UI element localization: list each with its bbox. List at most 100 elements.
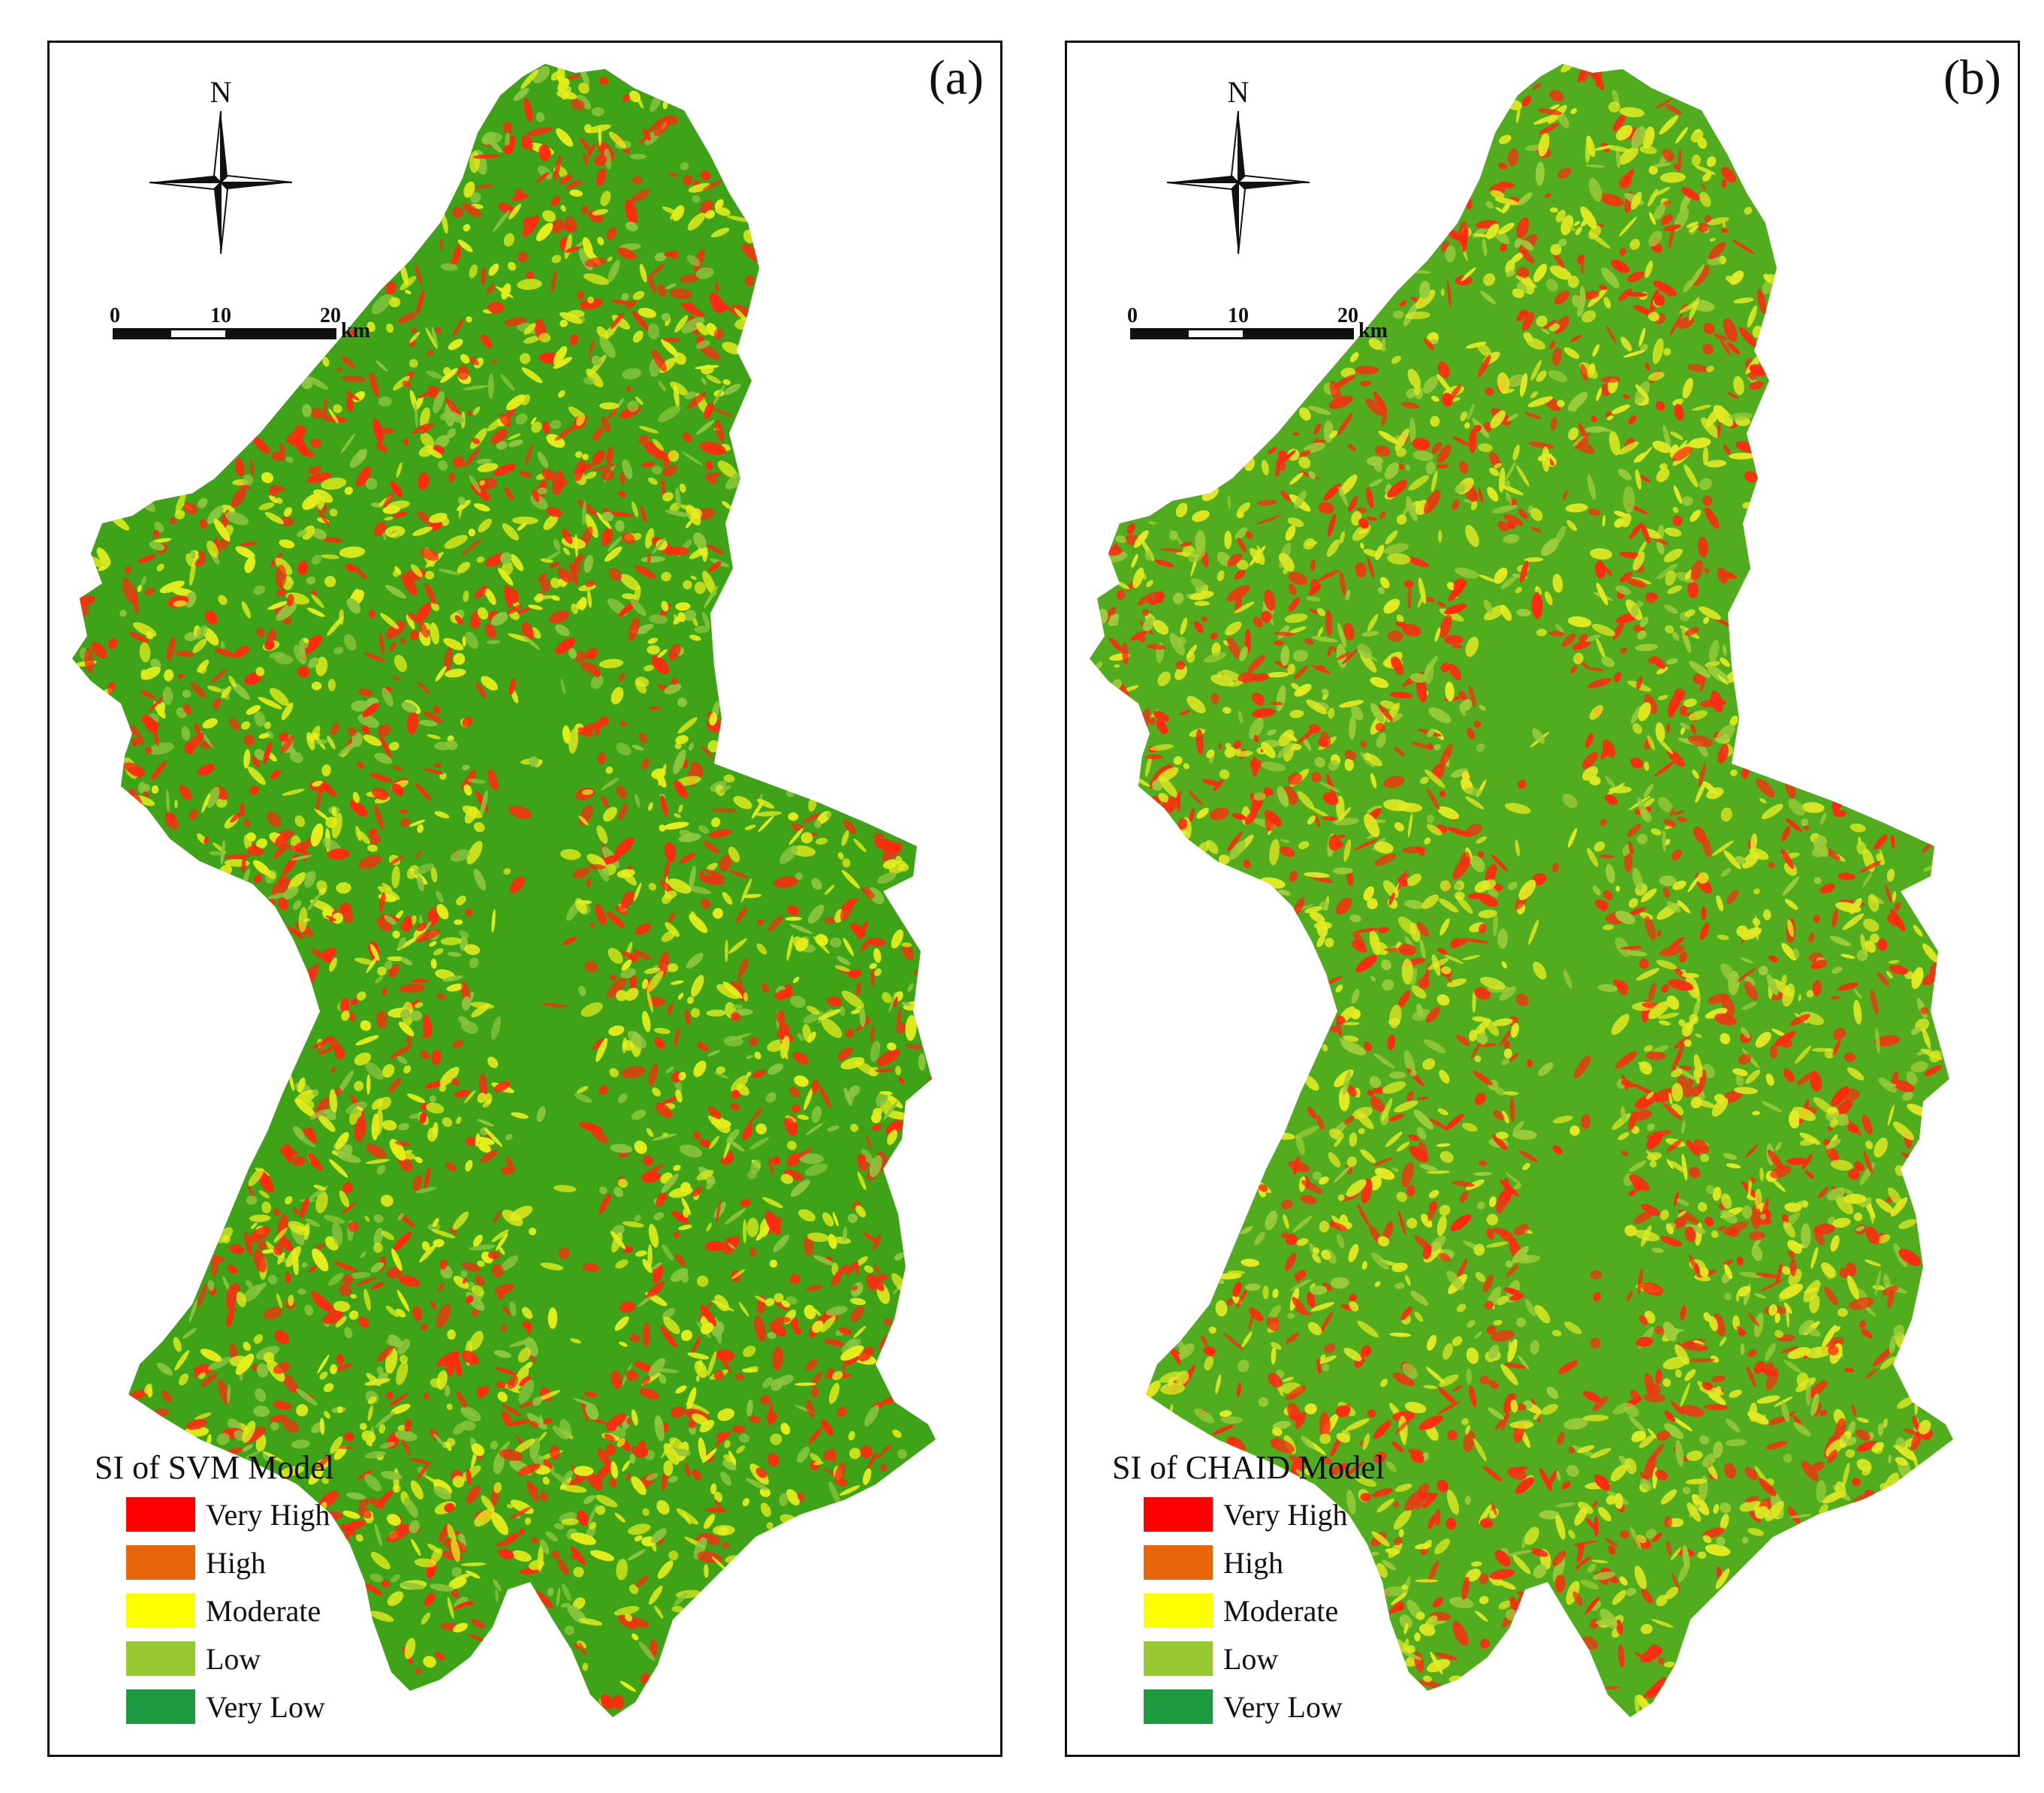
susceptibility-speck	[612, 1695, 625, 1710]
susceptibility-speck	[682, 451, 703, 466]
susceptibility-speck	[461, 538, 482, 556]
susceptibility-speck	[634, 585, 641, 603]
susceptibility-speck	[594, 670, 601, 678]
susceptibility-speck	[322, 357, 330, 367]
susceptibility-speck	[444, 535, 468, 550]
susceptibility-speck	[279, 1466, 305, 1477]
susceptibility-speck	[346, 598, 361, 614]
susceptibility-speck	[236, 1291, 246, 1307]
susceptibility-speck	[729, 304, 750, 317]
susceptibility-speck	[388, 742, 399, 751]
susceptibility-speck	[826, 811, 832, 818]
susceptibility-speck	[1562, 793, 1578, 809]
susceptibility-speck	[708, 829, 732, 839]
susceptibility-speck	[712, 1115, 731, 1134]
susceptibility-speck	[699, 441, 726, 455]
susceptibility-speck	[425, 583, 436, 603]
susceptibility-speck	[802, 812, 821, 824]
susceptibility-speck	[152, 538, 172, 543]
susceptibility-speck	[281, 735, 294, 753]
susceptibility-speck	[241, 601, 252, 619]
susceptibility-speck	[487, 285, 495, 294]
susceptibility-speck	[1387, 630, 1403, 642]
susceptibility-speck	[518, 1379, 535, 1404]
susceptibility-speck	[730, 981, 748, 1002]
susceptibility-speck	[655, 1102, 673, 1119]
susceptibility-speck	[553, 345, 568, 365]
susceptibility-speck	[532, 1397, 542, 1406]
susceptibility-speck	[388, 1077, 402, 1093]
susceptibility-speck	[283, 507, 293, 517]
susceptibility-speck	[788, 827, 803, 845]
susceptibility-speck	[367, 844, 378, 852]
susceptibility-speck	[469, 264, 478, 279]
susceptibility-speck	[433, 1486, 452, 1500]
susceptibility-speck	[1472, 1016, 1487, 1022]
susceptibility-speck	[369, 372, 379, 397]
susceptibility-speck	[243, 474, 253, 486]
susceptibility-speck	[592, 1038, 604, 1050]
susceptibility-speck	[638, 134, 651, 145]
susceptibility-speck	[415, 1156, 423, 1164]
susceptibility-speck	[278, 874, 285, 887]
susceptibility-speck	[358, 854, 382, 869]
susceptibility-speck	[680, 1182, 691, 1193]
susceptibility-speck	[297, 1288, 306, 1295]
susceptibility-speck	[463, 590, 469, 603]
susceptibility-speck	[606, 912, 625, 928]
susceptibility-speck	[532, 489, 540, 502]
susceptibility-speck	[560, 679, 565, 695]
susceptibility-speck	[553, 538, 561, 552]
susceptibility-speck	[535, 171, 550, 183]
susceptibility-speck	[641, 461, 655, 468]
susceptibility-speck	[523, 97, 533, 122]
susceptibility-speck	[253, 1249, 267, 1273]
susceptibility-speck	[792, 976, 800, 984]
susceptibility-speck	[767, 1452, 779, 1467]
susceptibility-speck	[789, 1273, 797, 1284]
susceptibility-speck	[626, 1472, 631, 1481]
susceptibility-speck	[517, 252, 528, 263]
susceptibility-speck	[722, 379, 731, 385]
susceptibility-speck	[702, 611, 710, 629]
susceptibility-speck	[439, 238, 444, 250]
susceptibility-speck	[675, 734, 689, 745]
susceptibility-speck	[345, 563, 356, 572]
susceptibility-speck	[677, 698, 687, 707]
susceptibility-speck	[363, 734, 382, 746]
susceptibility-speck	[657, 1560, 674, 1579]
susceptibility-speck	[246, 1195, 258, 1205]
susceptibility-speck	[658, 764, 667, 786]
susceptibility-speck	[674, 780, 688, 798]
susceptibility-speck	[175, 491, 186, 514]
legend-swatch	[126, 1641, 195, 1677]
susceptibility-speck	[381, 1580, 390, 1588]
susceptibility-speck	[197, 498, 208, 508]
susceptibility-speck	[641, 556, 665, 563]
susceptibility-speck	[617, 869, 635, 878]
susceptibility-speck	[1587, 288, 1608, 308]
susceptibility-speck	[454, 615, 463, 625]
susceptibility-speck	[430, 600, 439, 604]
susceptibility-speck	[261, 1249, 274, 1254]
susceptibility-speck	[749, 1247, 757, 1257]
susceptibility-speck	[718, 1526, 729, 1535]
susceptibility-speck	[242, 1284, 263, 1303]
susceptibility-speck	[683, 432, 692, 442]
susceptibility-speck	[206, 786, 220, 808]
susceptibility-speck	[511, 516, 538, 525]
susceptibility-speck	[1440, 662, 1451, 673]
susceptibility-speck	[692, 1469, 702, 1481]
map-panel-chaid: (b) N 0 10 20 km SI of CHAID Model Very …	[1065, 41, 2020, 1757]
susceptibility-speck	[822, 1212, 834, 1227]
susceptibility-speck	[283, 844, 309, 854]
susceptibility-speck	[665, 283, 677, 290]
susceptibility-speck	[386, 1527, 409, 1543]
susceptibility-speck	[410, 1480, 424, 1500]
susceptibility-speck	[797, 1032, 803, 1041]
susceptibility-speck	[615, 1259, 629, 1269]
susceptibility-speck	[535, 112, 545, 122]
susceptibility-speck	[465, 908, 473, 917]
susceptibility-speck	[410, 1011, 422, 1021]
susceptibility-speck	[638, 1641, 656, 1662]
